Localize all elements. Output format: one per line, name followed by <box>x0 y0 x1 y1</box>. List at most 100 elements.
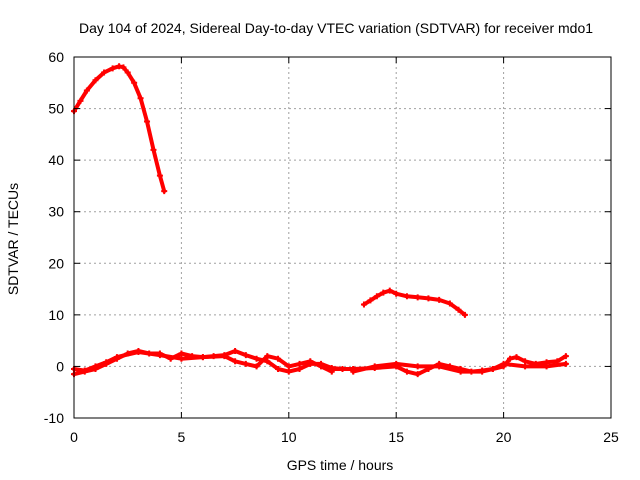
data-point <box>436 296 443 303</box>
x-axis-label: GPS time / hours <box>287 457 394 473</box>
data-point <box>446 300 453 307</box>
y-tick-label: 0 <box>56 358 64 374</box>
data-point <box>242 360 249 367</box>
data-point <box>92 77 99 84</box>
chart-title: Day 104 of 2024, Sidereal Day-to-day VTE… <box>79 20 593 36</box>
data-point <box>285 368 292 375</box>
data-point <box>253 355 260 362</box>
data-point <box>386 287 393 294</box>
y-tick-label: 50 <box>48 101 64 117</box>
data-point <box>232 347 239 354</box>
data-point <box>500 360 507 367</box>
data-point <box>116 63 123 70</box>
data-series-sat-d <box>71 348 335 375</box>
data-point <box>199 354 206 361</box>
x-tick-label: 25 <box>603 429 619 445</box>
x-tick-label: 5 <box>178 429 186 445</box>
data-point <box>367 297 374 304</box>
data-layer <box>71 63 569 378</box>
data-point <box>221 353 228 360</box>
data-point <box>414 294 421 301</box>
data-point <box>83 87 90 94</box>
data-point <box>479 368 486 375</box>
data-point <box>77 97 84 104</box>
series-trace <box>72 64 167 194</box>
data-point <box>522 363 529 370</box>
data-point <box>120 64 127 71</box>
data-point <box>403 368 410 375</box>
data-point <box>414 371 421 378</box>
y-tick-label: 40 <box>48 152 64 168</box>
data-point <box>103 359 110 366</box>
data-point <box>264 358 271 365</box>
y-tick-label: -10 <box>44 410 64 426</box>
data-point <box>373 293 380 300</box>
series-trace <box>351 361 568 374</box>
data-point <box>92 363 99 370</box>
data-point <box>455 306 462 313</box>
data-point <box>350 368 357 375</box>
data-point <box>275 366 282 373</box>
data-point <box>109 65 116 72</box>
data-point <box>436 363 443 370</box>
x-tick-label: 15 <box>388 429 404 445</box>
data-point <box>371 363 378 370</box>
tick-layer: 0 5 10 15 20 25 -10 0 10 20 30 40 50 60 <box>44 49 619 445</box>
data-point <box>144 118 151 125</box>
x-tick-label: 20 <box>496 429 512 445</box>
plot-border <box>73 56 612 419</box>
data-point <box>562 353 569 360</box>
data-point <box>101 69 108 76</box>
data-point <box>178 350 185 357</box>
x-tick-label: 10 <box>281 429 297 445</box>
data-point <box>296 366 303 373</box>
data-point <box>285 363 292 370</box>
data-point <box>232 358 239 365</box>
y-tick-label: 10 <box>48 307 64 323</box>
data-point <box>489 366 496 373</box>
y-tick-label: 30 <box>48 204 64 220</box>
data-point <box>264 353 271 360</box>
data-point <box>161 188 168 195</box>
data-point <box>137 95 144 102</box>
data-point <box>150 146 157 153</box>
data-point <box>113 354 120 361</box>
data-point <box>403 293 410 300</box>
data-point <box>414 363 421 370</box>
data-point <box>156 352 163 359</box>
data-point <box>156 172 163 179</box>
data-point <box>178 355 185 362</box>
data-point <box>275 355 282 362</box>
data-point <box>318 363 325 370</box>
data-series-sat-b <box>360 287 468 318</box>
data-point <box>131 79 138 86</box>
data-point <box>360 301 367 308</box>
data-point <box>81 367 88 374</box>
data-point <box>380 289 387 296</box>
data-point <box>296 360 303 367</box>
data-point <box>457 368 464 375</box>
data-point <box>543 363 550 370</box>
x-tick-label: 0 <box>70 429 78 445</box>
data-point <box>328 366 335 373</box>
data-point <box>393 360 400 367</box>
data-point <box>307 358 314 365</box>
data-series-sat-f <box>350 360 569 375</box>
data-point <box>507 355 514 362</box>
data-point <box>393 290 400 297</box>
data-point <box>135 348 142 355</box>
data-point <box>425 295 432 302</box>
data-point <box>124 69 131 76</box>
data-point <box>253 363 260 370</box>
data-series-sat-a <box>71 63 168 195</box>
data-point <box>562 360 569 367</box>
data-point <box>513 354 520 361</box>
y-axis-label: SDTVAR / TECUs <box>5 183 21 295</box>
data-point <box>522 358 529 365</box>
data-point <box>242 352 249 359</box>
y-tick-label: 20 <box>48 255 64 271</box>
data-point <box>461 311 468 318</box>
y-tick-label: 60 <box>48 49 64 65</box>
